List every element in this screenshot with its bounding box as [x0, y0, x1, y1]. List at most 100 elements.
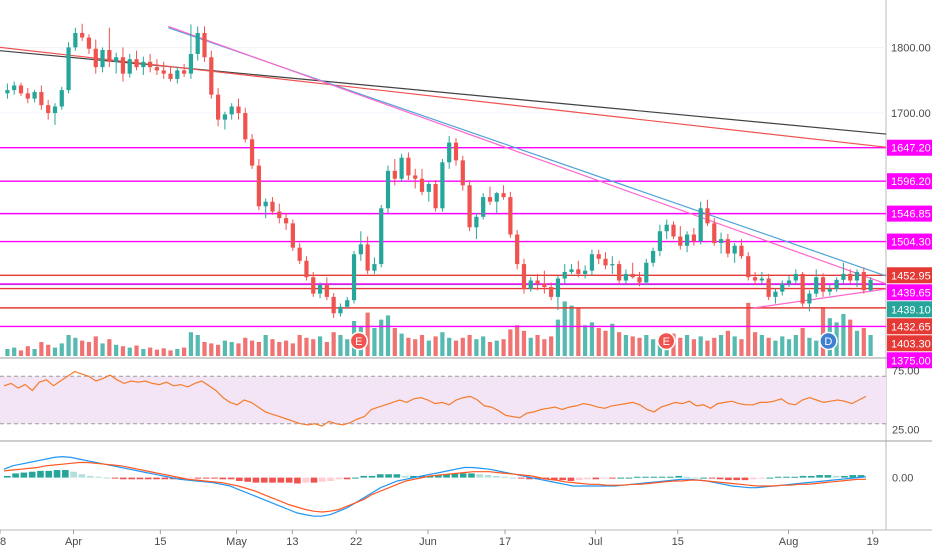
candle-body[interactable] [725, 239, 730, 254]
price-level-tag[interactable]: 1375.00 [887, 352, 932, 369]
candle-body[interactable] [66, 47, 71, 91]
candle-body[interactable] [603, 258, 608, 266]
price-level-tag[interactable]: 1596.20 [887, 173, 932, 190]
candle-body[interactable] [440, 162, 445, 209]
candle-body[interactable] [827, 289, 832, 292]
candle-body[interactable] [705, 208, 710, 224]
candle-body[interactable] [793, 273, 798, 281]
candle-body[interactable] [385, 170, 391, 209]
candle-body[interactable] [807, 293, 812, 304]
candle-body[interactable] [222, 114, 228, 120]
candle-body[interactable] [215, 94, 221, 120]
candle-body[interactable] [18, 85, 24, 94]
candle-body[interactable] [12, 85, 17, 91]
candle-body[interactable] [338, 306, 343, 314]
candle-body[interactable] [127, 59, 132, 74]
price-axis[interactable]: 1800.00 1700.00 1647.20 1596.20 1546.85 1504.… [887, 42, 932, 485]
candle-body[interactable] [576, 269, 581, 274]
event-marker[interactable]: E [349, 331, 369, 351]
candle-body[interactable] [657, 231, 663, 251]
candle-body[interactable] [786, 280, 792, 284]
candle-body[interactable] [528, 280, 533, 290]
price-level-tag[interactable]: 1647.20 [887, 139, 932, 156]
candle-body[interactable] [351, 254, 357, 301]
candle-body[interactable] [467, 185, 472, 228]
candle-body[interactable] [433, 183, 438, 209]
candle-body[interactable] [746, 256, 751, 278]
candle-body[interactable] [134, 59, 139, 68]
candle-body[interactable] [52, 106, 58, 114]
candle-body[interactable] [583, 270, 588, 274]
candle-body[interactable] [549, 287, 554, 297]
candle-body[interactable] [447, 142, 452, 163]
candle-body[interactable] [249, 139, 255, 166]
candle-body[interactable] [93, 48, 98, 68]
candle-body[interactable] [508, 197, 513, 235]
candle-body[interactable] [637, 277, 642, 283]
candle-body[interactable] [324, 285, 329, 297]
candle-body[interactable] [474, 216, 479, 228]
candle-body[interactable] [372, 264, 377, 271]
price-level-tag[interactable]: 1452.95 [887, 267, 932, 284]
trend-line[interactable] [0, 46, 887, 148]
candle-body[interactable] [202, 32, 207, 58]
price-level-tag[interactable]: 1439.65 [887, 284, 932, 301]
rsi-line[interactable] [3, 370, 867, 427]
candle-body[interactable] [229, 106, 234, 115]
trend-line[interactable] [168, 25, 887, 285]
candle-body[interactable] [182, 70, 187, 74]
candle-body[interactable] [59, 90, 64, 107]
candle-body[interactable] [114, 57, 119, 62]
candle-body[interactable] [854, 271, 860, 281]
price-level-tag[interactable]: 1432.65 [887, 318, 932, 335]
candle-body[interactable] [46, 105, 51, 114]
candle-body[interactable] [188, 53, 194, 74]
candle-body[interactable] [39, 92, 44, 106]
macd-pane[interactable] [3, 455, 867, 517]
candle-body[interactable] [358, 244, 363, 255]
time-axis[interactable]: 8 Apr 15 May 13 22 Jun 17 Jul 15 Aug 19 [0, 529, 932, 548]
candle-body[interactable] [283, 218, 289, 224]
candle-body[interactable] [712, 223, 717, 244]
candle-body[interactable] [175, 70, 180, 79]
candle-body[interactable] [535, 280, 540, 284]
candle-body[interactable] [569, 269, 574, 272]
price-level-tag[interactable]: 1439.10 [887, 301, 932, 318]
candle-body[interactable] [610, 264, 615, 266]
candle-body[interactable] [834, 279, 839, 290]
candle-body[interactable] [32, 92, 37, 99]
candle-body[interactable] [515, 234, 520, 265]
candle-body[interactable] [148, 61, 153, 68]
candle-body[interactable] [419, 178, 425, 192]
event-marker[interactable]: D [819, 331, 838, 351]
candle-body[interactable] [820, 277, 826, 292]
candle-body[interactable] [684, 234, 690, 246]
candle-body[interactable] [290, 223, 295, 248]
candle-body[interactable] [25, 93, 30, 99]
candle-body[interactable] [304, 260, 309, 278]
candle-body[interactable] [154, 67, 160, 71]
candle-body[interactable] [848, 273, 853, 281]
candle-body[interactable] [413, 175, 418, 179]
candle-body[interactable] [501, 193, 506, 198]
candle-body[interactable] [841, 273, 846, 280]
candle-body[interactable] [773, 291, 778, 297]
event-marker[interactable]: E [657, 331, 676, 351]
price-level-tag[interactable]: 1546.85 [887, 205, 932, 222]
candle-body[interactable] [542, 283, 547, 288]
candle-body[interactable] [596, 254, 601, 259]
candle-body[interactable] [460, 160, 465, 186]
rsi-pane[interactable] [0, 370, 886, 427]
candle-body[interactable] [263, 201, 268, 207]
candle-body[interactable] [426, 183, 431, 192]
candle-body[interactable] [345, 300, 350, 307]
candle-body[interactable] [270, 201, 275, 212]
candle-body[interactable] [195, 32, 200, 54]
candle-body[interactable] [780, 283, 785, 292]
candle-body[interactable] [617, 264, 622, 281]
macd-line[interactable] [3, 461, 866, 513]
candle-body[interactable] [739, 245, 744, 257]
candle-body[interactable] [800, 273, 805, 304]
candle-body[interactable] [521, 264, 527, 290]
candle-body[interactable] [861, 271, 866, 291]
